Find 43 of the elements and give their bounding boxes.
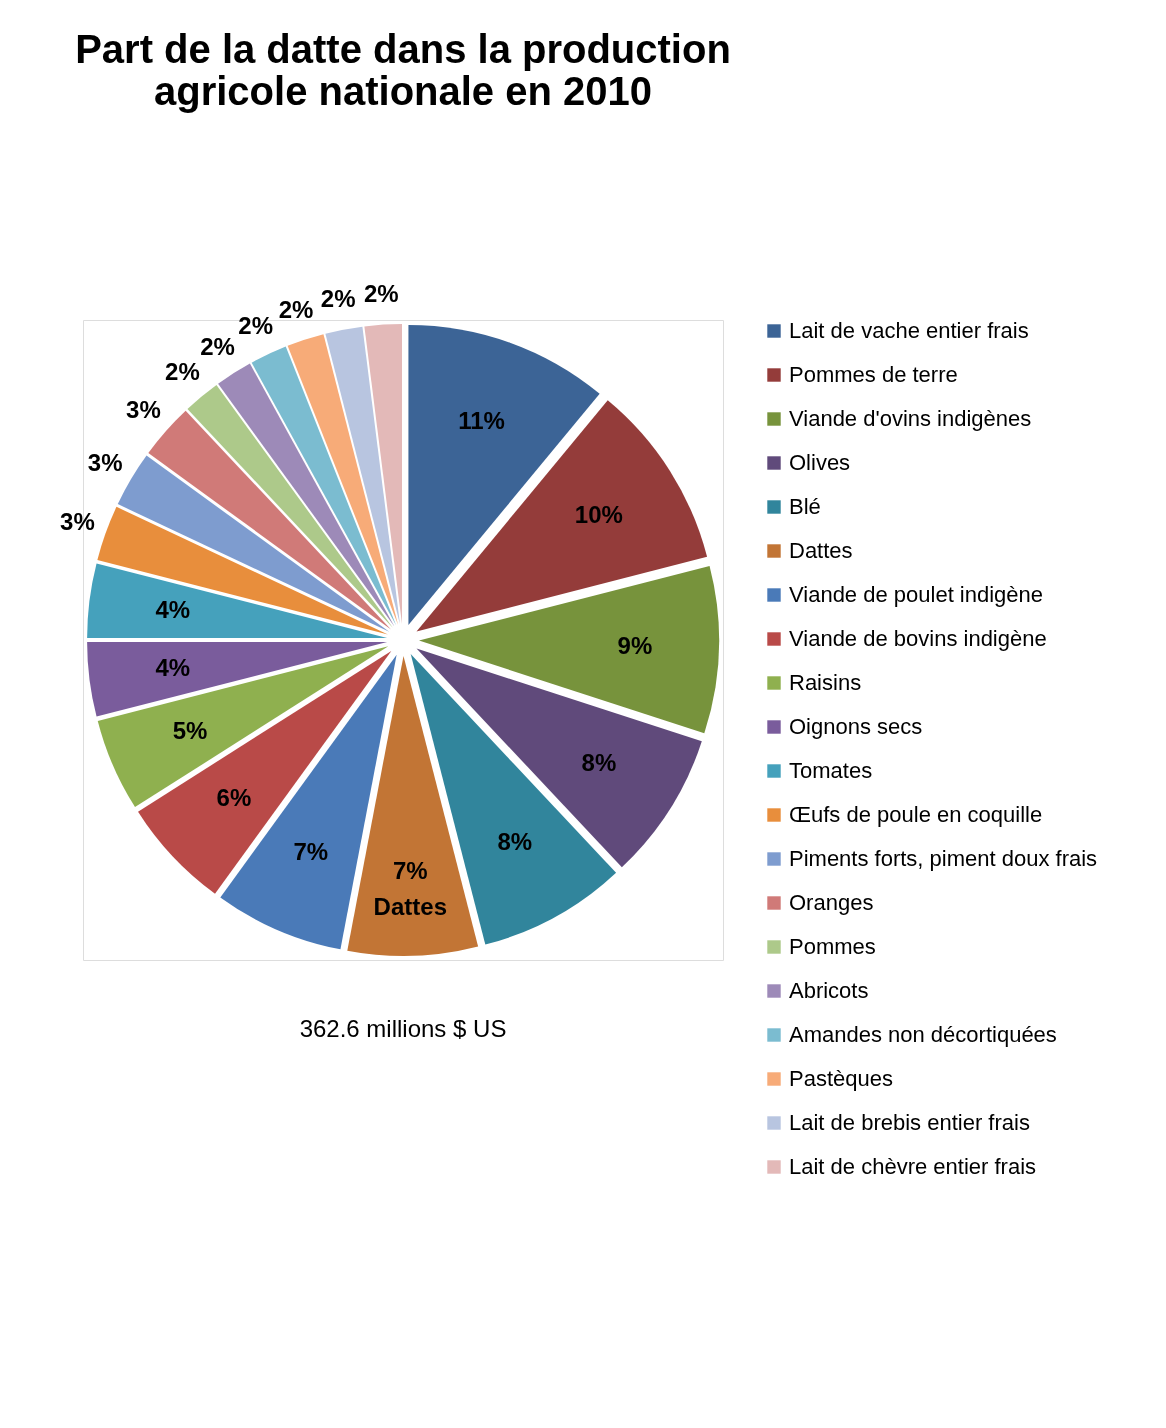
text: 362.6 millions $ US (299, 1015, 507, 1042)
data-label: 3% (87, 448, 123, 476)
data-label: 7% (392, 856, 428, 884)
legend-label: Œufs de poule en coquille (789, 802, 1043, 827)
legend-label: Olives (789, 450, 851, 475)
legend-label: Pommes de terre (789, 362, 958, 387)
data-label: 8% (497, 828, 533, 856)
legend-label: Lait de vache entier frais (789, 318, 1029, 343)
data-label: 4% (155, 595, 191, 623)
data-label: 2% (200, 332, 235, 360)
legend-label: Raisins (789, 670, 862, 695)
data-label: 6% (216, 783, 252, 811)
legend-label: Lait de brebis entier frais (789, 1110, 1030, 1135)
data-label: 2% (238, 311, 274, 339)
data-label: 4% (155, 654, 191, 682)
legend-label: Viande d'ovins indigènes (789, 406, 1032, 431)
legend-label: Pastèques (789, 1066, 893, 1091)
legend-label: Viande de bovins indigène (789, 626, 1047, 651)
data-label: 5% (172, 717, 208, 745)
text: Dattes (373, 892, 447, 920)
legend-label: Dattes (789, 538, 853, 563)
legend-label: Oranges (789, 890, 874, 915)
legend-label: Oignons secs (789, 714, 923, 739)
chart-title: Part de la datte dans la production agricole nationale en 2010 (75, 26, 731, 113)
data-label: 7% (293, 837, 329, 865)
legend-label: Amandes non décortiquées (789, 1022, 1057, 1047)
legend-label: Blé (789, 494, 821, 519)
data-label: 2% (165, 358, 200, 386)
data-label: 8% (581, 749, 617, 777)
data-label: 2% (278, 295, 314, 323)
legend-label: Viande de poulet indigène (789, 582, 1044, 607)
legend-label: Abricots (789, 978, 869, 1003)
data-label: 3% (126, 396, 161, 424)
legend-label: Piments forts, piment doux frais (789, 846, 1098, 871)
legend-label: Tomates (789, 758, 873, 783)
data-label: 2% (363, 279, 399, 307)
legend-label: Pommes (789, 934, 876, 959)
data-label: 11% (458, 406, 505, 434)
legend-label: Lait de chèvre entier frais (789, 1154, 1037, 1179)
data-label: 3% (60, 507, 95, 535)
data-label: 9% (617, 632, 653, 660)
data-label: 2% (320, 285, 356, 313)
data-label: 10% (574, 500, 623, 528)
